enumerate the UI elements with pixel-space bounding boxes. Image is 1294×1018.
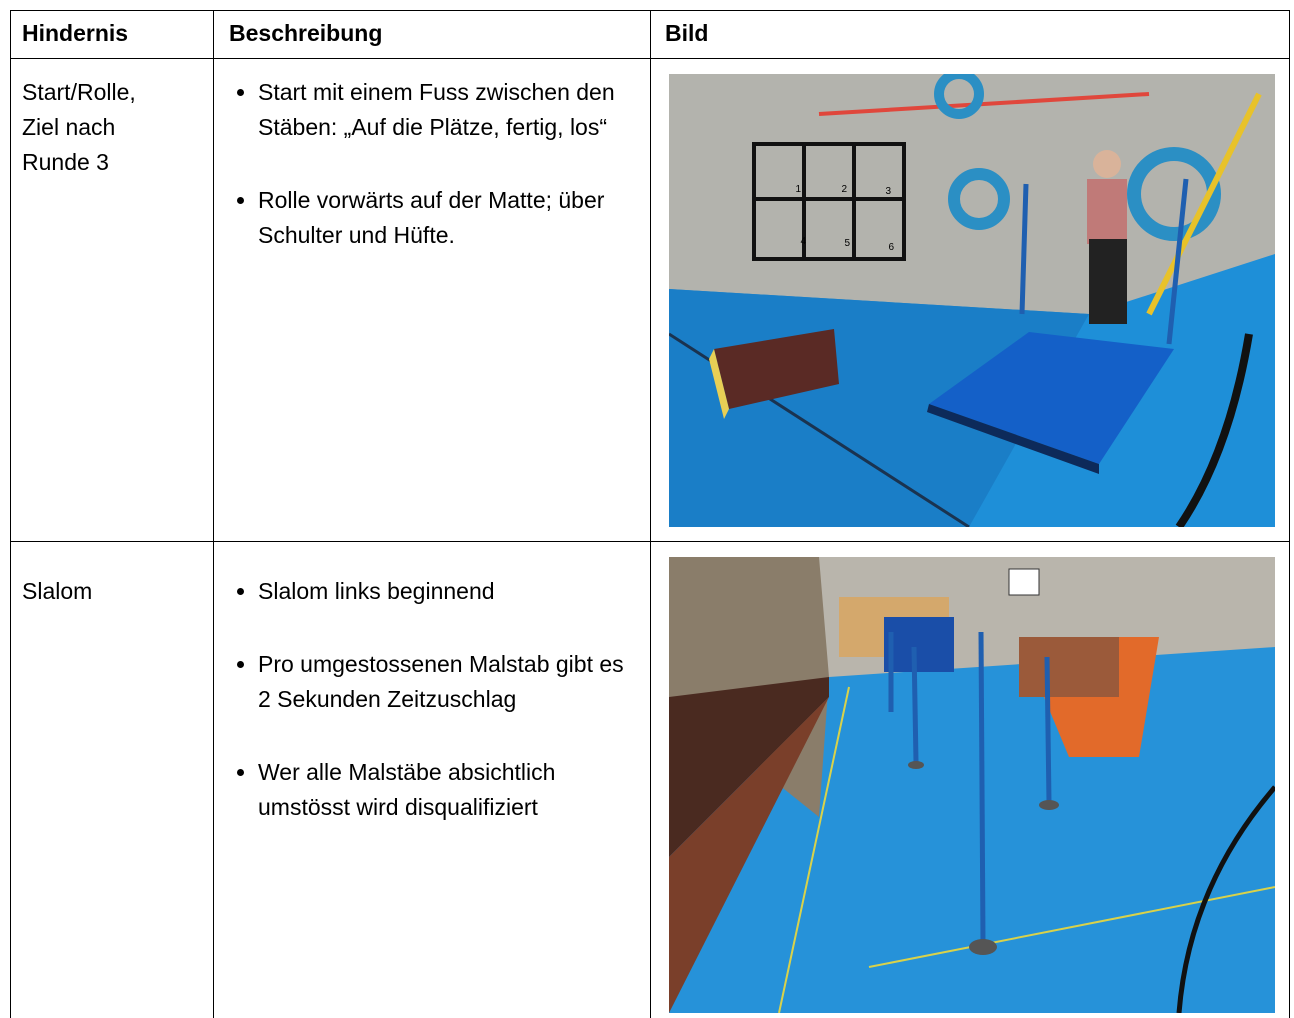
bullet-item: Rolle vorwärts auf der Matte; über Schul…: [258, 183, 635, 253]
photo-label: 5: [844, 238, 850, 249]
obstacle-name: Slalom: [22, 578, 93, 604]
border: [1289, 10, 1290, 1018]
photo: [669, 557, 1275, 1013]
description: Slalom links beginnend Pro umgestossenen …: [230, 574, 635, 863]
border: [650, 10, 651, 1018]
obstacle-name: Start/Rolle, Ziel nach Runde 3: [22, 79, 136, 175]
border: [213, 10, 214, 1018]
header-cell: Hindernis: [22, 20, 129, 46]
photo-label: 6: [888, 242, 894, 253]
photo-label: 3: [885, 186, 891, 197]
border: [10, 10, 11, 1018]
header-cell: Bild: [665, 20, 709, 46]
photo-label: 2: [841, 184, 847, 195]
photo-label: 4: [800, 236, 806, 247]
bullet-item: Start mit einem Fuss zwischen den Stäben…: [258, 75, 635, 145]
photo-label: 1: [795, 184, 801, 195]
photo: 1 2 3 4 5 6: [669, 74, 1275, 527]
header-cell: Beschreibung: [229, 20, 383, 46]
bullet-item: Pro umgestossenen Malstab gibt es 2 Seku…: [258, 647, 635, 717]
bullet-item: Wer alle Malstäbe absichtlich umstösst w…: [258, 755, 635, 825]
bullet-item: Slalom links beginnend: [258, 574, 635, 609]
description: Start mit einem Fuss zwischen den Stäben…: [230, 75, 635, 291]
